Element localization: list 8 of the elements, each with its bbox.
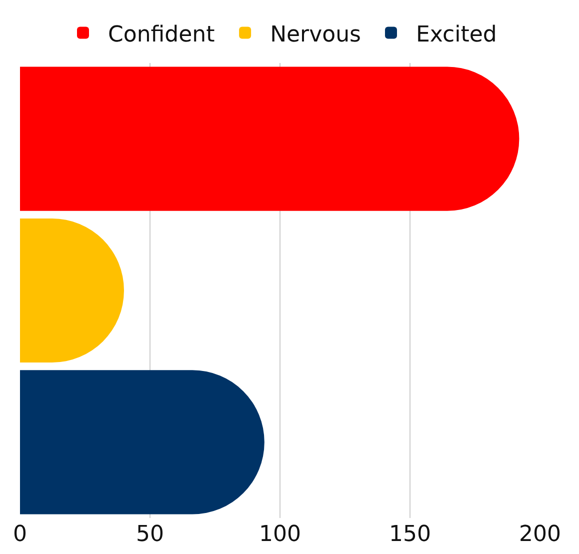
x-tick-label: 200: [519, 522, 561, 547]
legend-label: Nervous: [270, 22, 361, 48]
legend-label: Excited: [416, 22, 497, 48]
x-tick-label: 50: [136, 522, 164, 547]
x-tick-label: 0: [13, 522, 27, 547]
legend-label: Confident: [108, 22, 216, 48]
x-tick-label: 100: [259, 522, 301, 547]
x-tick-label: 150: [389, 522, 431, 547]
